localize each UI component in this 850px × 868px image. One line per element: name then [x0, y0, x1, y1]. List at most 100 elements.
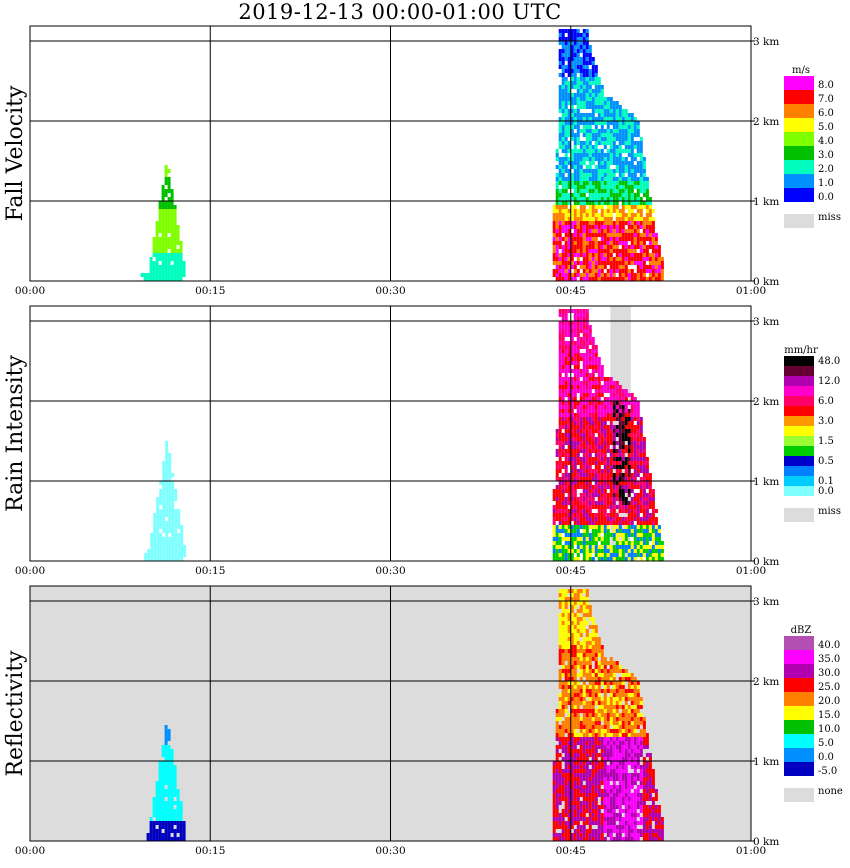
data-cell: [612, 269, 616, 273]
data-cell: [585, 553, 589, 557]
data-cell: [576, 777, 580, 781]
data-cell: [576, 821, 580, 825]
data-cell: [600, 409, 604, 413]
data-cell: [579, 221, 583, 225]
data-cell: [152, 245, 156, 249]
data-cell: [618, 277, 622, 281]
data-cell: [615, 497, 619, 501]
data-cell: [621, 441, 625, 445]
data-cell: [594, 481, 598, 485]
data-cell: [573, 197, 577, 201]
data-cell: [618, 397, 622, 401]
data-cell: [162, 557, 166, 561]
data-cell: [609, 405, 613, 409]
data-cell: [579, 685, 583, 689]
data-cell: [633, 557, 637, 561]
data-cell: [606, 529, 610, 533]
data-cell: [573, 309, 577, 313]
data-cell: [633, 173, 637, 177]
data-cell: [564, 521, 568, 525]
data-cell: [579, 485, 583, 489]
data-cell: [182, 833, 186, 837]
data-cell: [621, 821, 625, 825]
data-cell: [579, 461, 583, 465]
data-cell: [621, 741, 625, 745]
data-cell: [591, 797, 595, 801]
data-cell: [624, 197, 628, 201]
data-cell: [594, 533, 598, 537]
data-cell: [612, 221, 616, 225]
data-cell: [636, 533, 640, 537]
data-cell: [552, 829, 556, 833]
data-cell: [579, 253, 583, 257]
data-cell: [567, 161, 571, 165]
data-cell: [567, 637, 571, 641]
data-cell: [171, 517, 175, 521]
data-cell: [564, 29, 568, 33]
data-cell: [600, 513, 604, 517]
data-cell: [573, 201, 577, 205]
data-cell: [570, 349, 574, 353]
data-cell: [558, 625, 562, 629]
data-cell: [636, 153, 640, 157]
data-cell: [627, 705, 631, 709]
data-cell: [561, 557, 565, 561]
data-cell: [173, 205, 177, 209]
data-cell: [600, 113, 604, 117]
data-cell: [570, 713, 574, 717]
data-cell: [570, 729, 574, 733]
data-cell: [645, 237, 649, 241]
data-cell: [603, 445, 607, 449]
data-cell: [651, 553, 655, 557]
data-cell: [624, 417, 628, 421]
data-cell: [179, 253, 183, 257]
data-cell: [606, 429, 610, 433]
data-cell: [564, 53, 568, 57]
data-cell: [165, 557, 169, 561]
data-cell: [612, 197, 616, 201]
data-cell: [168, 453, 172, 457]
data-cell: [558, 29, 562, 33]
data-cell: [657, 269, 661, 273]
data-cell: [582, 225, 586, 229]
data-cell: [579, 833, 583, 837]
data-cell: [561, 605, 565, 609]
data-cell: [588, 405, 592, 409]
data-cell: [603, 721, 607, 725]
colorbar-swatch: [784, 174, 814, 188]
data-cell: [582, 689, 586, 693]
data-cell: [158, 237, 162, 241]
data-cell: [161, 765, 165, 769]
data-cell: [558, 373, 562, 377]
data-cell: [576, 537, 580, 541]
data-cell: [636, 161, 640, 165]
data-cell: [594, 225, 598, 229]
data-cell: [603, 413, 607, 417]
data-cell: [168, 489, 172, 493]
data-cell: [588, 365, 592, 369]
data-cell: [579, 481, 583, 485]
data-cell: [618, 417, 622, 421]
data-cell: [609, 197, 613, 201]
data-cell: [618, 229, 622, 233]
data-cell: [579, 525, 583, 529]
data-cell: [161, 229, 165, 233]
data-cell: [594, 785, 598, 789]
data-cell: [615, 473, 619, 477]
data-cell: [579, 661, 583, 665]
data-cell: [642, 237, 646, 241]
data-cell: [555, 437, 559, 441]
data-cell: [573, 177, 577, 181]
data-cell: [570, 661, 574, 665]
data-cell: [558, 617, 562, 621]
data-cell: [615, 257, 619, 261]
data-cell: [167, 773, 171, 777]
data-cell: [606, 749, 610, 753]
data-cell: [603, 261, 607, 265]
data-cell: [576, 721, 580, 725]
data-cell: [152, 237, 156, 241]
data-cell: [570, 613, 574, 617]
data-cell: [576, 629, 580, 633]
data-cell: [627, 409, 631, 413]
data-cell: [591, 729, 595, 733]
